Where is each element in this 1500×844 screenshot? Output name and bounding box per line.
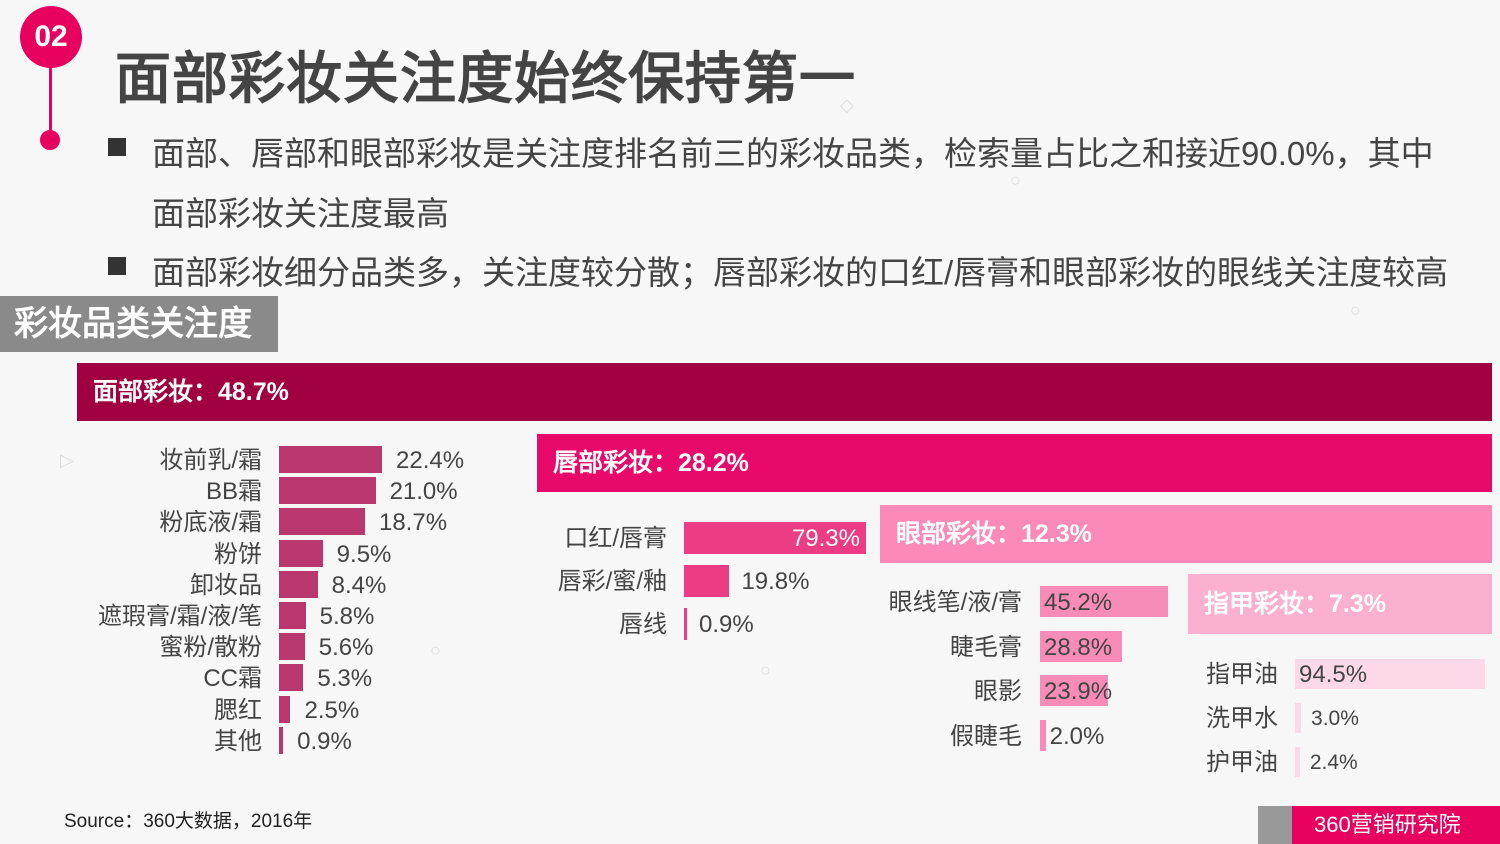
bullet-text: 面部彩妆细分品类多，关注度较分散；唇部彩妆的口红/唇膏和眼部彩妆的眼线关注度较高 xyxy=(152,254,1449,291)
bullet-marker xyxy=(108,257,126,275)
face-bar xyxy=(279,633,305,661)
nail-category-label: 洗甲水 xyxy=(1206,705,1278,732)
eye-value-label: 45.2% xyxy=(1044,589,1113,616)
lip-value-label: 0.9% xyxy=(699,611,754,638)
background-decoration: ○ xyxy=(1010,170,1021,190)
face-bar xyxy=(279,664,304,692)
lip-value-label: 79.3% xyxy=(791,525,860,552)
face-value-label: 21.0% xyxy=(389,478,458,506)
lip-value-label: 19.8% xyxy=(741,568,810,595)
nail-bar xyxy=(1295,703,1302,733)
eye-value-label: 23.9% xyxy=(1044,678,1113,705)
face-value-label: 9.5% xyxy=(336,540,392,568)
lip-bar xyxy=(684,522,866,554)
face-category-label: 粉底液/霜 xyxy=(159,509,262,537)
nail-bar xyxy=(1295,659,1485,689)
face-value-label: 0.9% xyxy=(297,727,352,755)
face-category-label: 卸妆品 xyxy=(190,571,262,599)
eye-category-label: 眼线笔/液/膏 xyxy=(888,589,1022,616)
bullet-marker xyxy=(108,138,126,156)
face-value-label: 5.6% xyxy=(318,634,374,662)
nail-bar xyxy=(1295,747,1300,777)
face-bar xyxy=(279,446,382,473)
face-category-label: CC霜 xyxy=(203,665,262,693)
footer-brand: 360营销研究院 xyxy=(1292,806,1500,844)
face-category-label: 粉饼 xyxy=(214,540,262,568)
face-bar xyxy=(279,570,318,598)
lip-bar xyxy=(684,608,687,640)
bullet-text: 面部、唇部和眼部彩妆是关注度排名前三的彩妆品类，检索量占比之和接近90.0%，其… xyxy=(152,135,1434,172)
eye-value-label: 28.8% xyxy=(1044,633,1113,661)
lip-category-label: 唇彩/蜜/釉 xyxy=(557,568,667,595)
face-bar xyxy=(279,477,376,505)
nail-category-label: 指甲油 xyxy=(1206,661,1278,688)
nail-value-label: 94.5% xyxy=(1299,661,1368,688)
eye-bar xyxy=(1040,586,1168,617)
face-value-label: 5.8% xyxy=(319,603,375,630)
page-title: 面部彩妆关注度始终保持第一 xyxy=(115,47,856,110)
face-category-label: BB霜 xyxy=(205,478,262,506)
eye-bar xyxy=(1040,675,1108,706)
face-value-label: 2.5% xyxy=(304,696,360,724)
face-bar xyxy=(279,695,291,723)
face-bar xyxy=(279,726,284,754)
face-value-label: 5.3% xyxy=(317,665,373,693)
face-bar xyxy=(279,602,306,629)
eye-value-label: 2.0% xyxy=(1049,722,1105,750)
eye-category-banner: 眼部彩妆：12.3% xyxy=(880,505,1492,563)
face-value-label: 22.4% xyxy=(396,447,465,474)
nail-value-label: 2.4% xyxy=(1309,751,1358,774)
lip-bar xyxy=(684,565,730,597)
face-value-label: 18.7% xyxy=(378,509,448,537)
background-decoration: ◇ xyxy=(840,95,854,115)
section-marker-dot xyxy=(40,130,60,150)
eye-category-label: 眼影 xyxy=(974,678,1022,705)
face-bar xyxy=(279,539,323,567)
section-label: 彩妆品类关注度 xyxy=(0,296,278,352)
section-marker-line xyxy=(49,60,52,138)
face-category-label: 蜜粉/散粉 xyxy=(159,634,262,662)
background-decoration: ▷ xyxy=(60,450,74,470)
source-note: Source：360大数据，2016年 xyxy=(64,811,313,832)
bullet-text-continued: 面部彩妆关注度最高 xyxy=(152,195,449,232)
nail-value-label: 3.0% xyxy=(1311,707,1359,730)
face-category-label: 其他 xyxy=(214,727,262,755)
nail-category-banner: 指甲彩妆：7.3% xyxy=(1188,574,1492,634)
lip-category-label: 口红/唇膏 xyxy=(564,525,667,552)
face-category-label: 遮瑕膏/霜/液/笔 xyxy=(97,603,262,630)
face-value-label: 8.4% xyxy=(331,571,387,599)
eye-category-label: 睫毛膏 xyxy=(950,633,1022,661)
eye-bar xyxy=(1040,719,1046,751)
background-decoration: ○ xyxy=(760,660,771,680)
footer-accent xyxy=(1258,806,1292,844)
face-bar xyxy=(279,508,365,536)
lip-category-label: 唇线 xyxy=(619,611,667,638)
background-decoration: ○ xyxy=(430,640,441,660)
background-decoration: ○ xyxy=(1350,300,1361,320)
eye-bar xyxy=(1040,630,1122,662)
face-category-banner: 面部彩妆：48.7% xyxy=(77,363,1492,421)
face-category-label: 妆前乳/霜 xyxy=(159,447,262,474)
face-category-label: 腮红 xyxy=(214,696,262,724)
nail-category-label: 护甲油 xyxy=(1206,749,1278,776)
eye-category-label: 假睫毛 xyxy=(950,722,1022,750)
section-number-badge: 02 xyxy=(20,6,82,68)
lip-category-banner: 唇部彩妆：28.2% xyxy=(537,434,1492,492)
